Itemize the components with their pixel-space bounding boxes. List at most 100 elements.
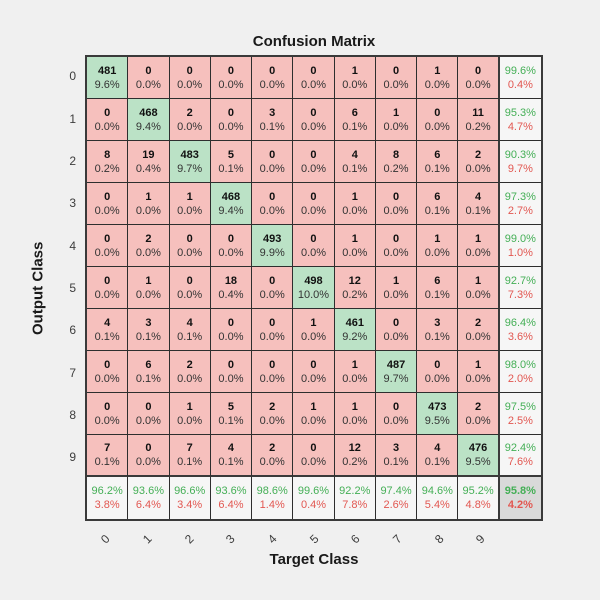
cell-text: 0.0% [383, 78, 409, 91]
cell-text: 493 [263, 232, 282, 245]
cell-text: 11 [472, 106, 484, 119]
cell-text: 0.0% [218, 372, 244, 385]
cell-text: 0.1% [135, 330, 161, 343]
x-tick-label-text: 5 [306, 531, 322, 547]
matrix-cell: 0 0.0% [210, 99, 253, 141]
cell-text: 97.3% [504, 190, 536, 203]
cell-text: 0.0% [300, 120, 327, 133]
matrix-cell: 19 0.4% [128, 141, 170, 183]
cell-text: 3.8% [94, 499, 120, 511]
row-summary-cell: 99.6% 0.4% [499, 57, 541, 99]
cell-text: 0.0% [465, 414, 491, 427]
cell-text: 0.0% [300, 162, 327, 175]
matrix-cell: 1 0.0% [293, 309, 335, 351]
matrix-cell: 7 0.1% [87, 435, 129, 477]
cell-text: 468 [139, 106, 158, 119]
cell-text: 4 [186, 316, 193, 329]
matrix-cell: 6 0.1% [128, 351, 170, 393]
cell-text: 0.0% [218, 120, 244, 133]
cell-text: 0 [475, 64, 482, 77]
y-axis-ticks: 0 1 2 3 4 5 6 7 8 9 [46, 55, 76, 479]
matrix-cell: 0 0.0% [169, 267, 211, 309]
matrix-cell: 1 0.0% [375, 99, 418, 141]
cell-text: 5 [227, 148, 234, 161]
overall-accuracy-cell: 95.8% 4.2% [499, 477, 541, 519]
matrix-cell: 3 0.1% [417, 309, 459, 351]
x-tick-label-text: 7 [389, 531, 405, 547]
cell-text: 7 [104, 442, 111, 454]
cell-text: 98.6% [256, 485, 288, 497]
matrix-cell: 1 0.0% [334, 393, 376, 435]
cell-text: 1 [392, 274, 400, 287]
cell-text: 7 [186, 442, 193, 454]
matrix-cell: 1 0.0% [128, 267, 170, 309]
cell-text: 12 [348, 274, 361, 287]
cell-text: 4 [434, 442, 441, 454]
cell-text: 0.0% [177, 288, 203, 301]
matrix-cell: 461 9.2% [334, 309, 376, 351]
cell-text: 2 [145, 232, 152, 245]
cell-text: 0.0% [424, 78, 450, 91]
cell-text: 0.0% [135, 204, 161, 217]
cell-text: 0.1% [383, 456, 409, 468]
matrix-cell: 0 0.0% [169, 225, 211, 267]
matrix-cell: 0 0.0% [128, 393, 170, 435]
cell-text: 1 [475, 232, 482, 245]
matrix-cell: 2 0.0% [458, 393, 500, 435]
matrix-cell: 0 0.0% [128, 435, 170, 477]
cell-text: 0.0% [465, 78, 491, 91]
cell-text: 0.1% [465, 204, 491, 217]
row-summary-cell: 90.3% 9.7% [499, 141, 541, 183]
cell-text: 95.8% [504, 485, 536, 497]
cell-text: 0.0% [218, 78, 244, 91]
cell-text: 0 [269, 358, 276, 371]
cell-text: 0.0% [465, 246, 491, 259]
matrix-cell: 0 0.0% [87, 267, 129, 309]
col-summary-cell: 98.6% 1.4% [252, 477, 294, 519]
cell-text: 0.0% [342, 78, 368, 91]
col-summary-cell: 93.6% 6.4% [210, 477, 253, 519]
cell-text: 476 [468, 442, 488, 454]
cell-text: 0.0% [342, 246, 368, 259]
cell-text: 2.7% [507, 204, 533, 217]
matrix-cell: 6 0.1% [417, 183, 459, 225]
cell-text: 1 [475, 358, 482, 371]
row-summary-cell: 97.3% 2.7% [499, 183, 541, 225]
matrix-cell: 7 0.1% [169, 435, 211, 477]
cell-text: 0 [104, 232, 111, 245]
cell-text: 0 [434, 106, 441, 119]
row-summary-cell: 99.0% 1.0% [499, 225, 541, 267]
row-summary-cell: 98.0% 2.0% [499, 351, 541, 393]
matrix-cell: 0 0.0% [293, 141, 335, 183]
col-summary-cell: 92.2% 7.8% [334, 477, 376, 519]
matrix-cell: 6 0.1% [417, 141, 459, 183]
cell-text: 2 [475, 400, 482, 413]
cell-text: 0.0% [342, 414, 368, 427]
cell-text: 0.0% [259, 288, 285, 301]
cell-text: 92.2% [339, 485, 371, 497]
cell-text: 0.4% [300, 499, 327, 511]
cell-text: 0.1% [424, 330, 450, 343]
cell-text: 18 [224, 274, 238, 287]
cell-text: 0.1% [177, 330, 203, 343]
cell-text: 0.1% [94, 330, 120, 343]
cell-text: 0 [186, 232, 193, 245]
cell-text: 0 [186, 64, 193, 77]
matrix-cell: 4 0.1% [87, 309, 129, 351]
y-tick-label: 8 [69, 408, 76, 423]
cell-text: 12 [348, 442, 361, 454]
cell-text: 7.8% [342, 499, 368, 511]
cell-text: 0.0% [135, 414, 161, 427]
cell-text: 5 [227, 400, 234, 413]
cell-text: 9.4% [135, 120, 161, 133]
cell-text: 0 [269, 64, 276, 77]
matrix-cell: 5 0.1% [210, 141, 253, 183]
cell-text: 0 [310, 442, 317, 454]
matrix-cell: 1 0.0% [417, 225, 459, 267]
cell-text: 4.7% [507, 120, 533, 133]
matrix-cell: 1 0.0% [334, 351, 376, 393]
cell-text: 2.6% [383, 499, 409, 511]
cell-text: 99.6% [504, 64, 536, 77]
cell-text: 0.0% [383, 204, 409, 217]
cell-text: 0 [310, 358, 317, 371]
